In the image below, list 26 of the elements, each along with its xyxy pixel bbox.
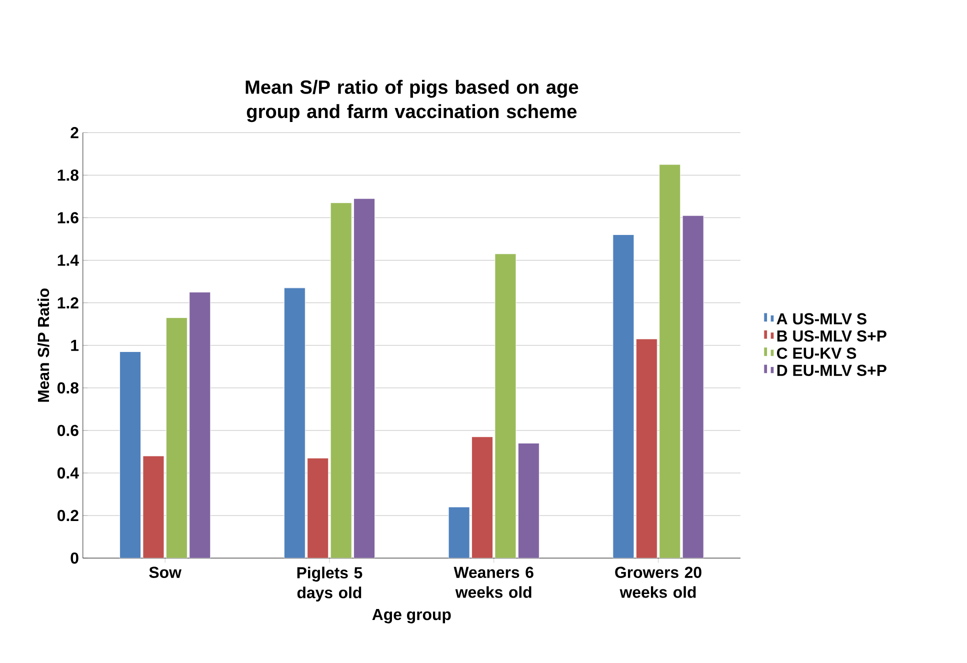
legend-label: C EU-KV S bbox=[776, 348, 856, 359]
bar bbox=[354, 198, 376, 558]
y-tick-label: 1 bbox=[71, 340, 79, 351]
x-tick-label: Sow bbox=[149, 566, 182, 578]
x-tick-label: Weaners 6 weeks old bbox=[454, 566, 534, 598]
bar bbox=[518, 442, 540, 558]
y-tick-label: 1.4 bbox=[58, 254, 79, 266]
legend-label: D EU-MLV S+P bbox=[777, 364, 886, 376]
x-tick-label: Piglets 5 days old bbox=[297, 566, 362, 602]
y-tick-label: 0.8 bbox=[57, 382, 78, 394]
y-axis-title: Mean S/P Ratio bbox=[37, 288, 50, 402]
x-tick-label: Growers 20 weeks old bbox=[615, 566, 702, 598]
y-tick-label: 1.6 bbox=[58, 212, 78, 224]
legend-label: A US-MLV S bbox=[776, 313, 866, 324]
y-tick-label: 2 bbox=[70, 127, 78, 138]
y-tick-label: 1.8 bbox=[58, 170, 78, 181]
y-tick-label: 1.2 bbox=[58, 297, 78, 308]
x-axis-title: Age group bbox=[372, 608, 451, 624]
y-tick-label: 0 bbox=[70, 552, 78, 564]
legend-label: B US-MLV S+P bbox=[777, 330, 886, 342]
y-tick-label: 0.2 bbox=[57, 510, 78, 522]
bar bbox=[189, 292, 211, 558]
y-tick-label: 0.6 bbox=[57, 424, 78, 436]
chart-title: Mean S/P ratio of pigs based on age group and farm vaccination scheme bbox=[246, 80, 578, 122]
y-tick-label: 0.4 bbox=[57, 467, 79, 479]
bar bbox=[682, 215, 704, 558]
